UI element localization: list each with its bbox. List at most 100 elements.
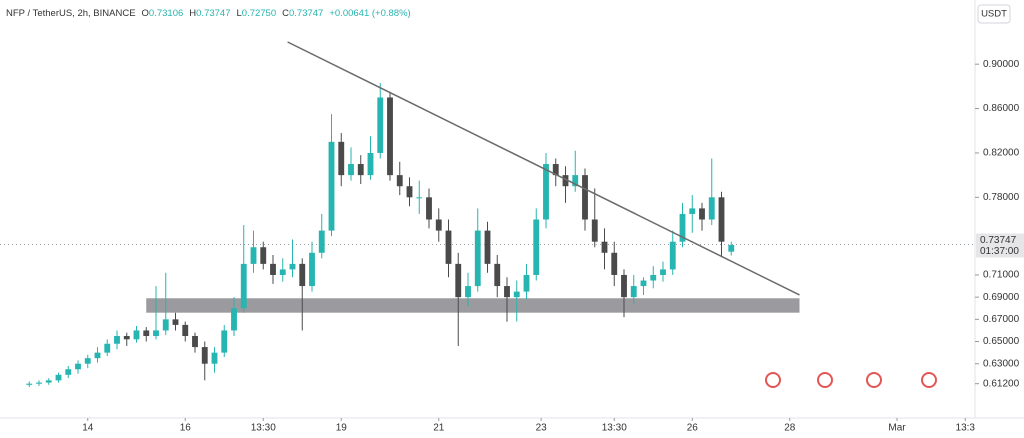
candle [250,230,257,273]
candle [309,241,315,292]
legend-item: C [282,8,289,19]
candle [289,239,296,278]
candle [630,274,637,304]
candle-body [123,335,130,340]
currency-label[interactable]: USDT [981,9,1007,20]
currency-button[interactable]: USDT [977,4,1011,24]
candle-body [270,263,276,275]
x-tick-label: 21 [433,423,445,434]
candle [348,147,354,181]
candle-body [582,175,588,220]
candle-body [55,374,62,381]
candle [367,136,374,180]
candle-body [708,197,715,220]
candle-body [591,219,598,242]
candle [162,272,169,335]
candle [562,166,569,203]
candle [689,195,696,233]
candle-body [328,141,335,231]
candle [533,208,540,281]
candle [426,188,432,229]
candle [435,208,442,242]
candle-body [552,164,559,176]
candle-body [601,241,608,253]
event-flag[interactable] [765,372,781,388]
candle-body [172,319,179,325]
candle-body [689,208,696,214]
candle-body [630,286,637,298]
candle [299,258,306,331]
candle-body [299,263,306,287]
x-tick-label: 13:3 [956,423,976,434]
candle [699,202,705,231]
candle [611,241,618,287]
candle [465,272,471,307]
y-tick-label: 0.67000 [983,314,1020,325]
candle [240,225,247,313]
candle-body [669,241,676,270]
countdown-label: 01:37:00 [980,246,1019,257]
currency-box[interactable] [977,4,1011,24]
y-tick-label: 0.65000 [983,336,1020,347]
candle [679,202,686,248]
candle-body [387,97,393,176]
y-tick-label: 0.63000 [983,358,1020,369]
y-tick-label: 0.90000 [983,59,1020,70]
candle [621,269,627,318]
y-tick-label: 0.71000 [983,270,1020,281]
candle [591,188,598,248]
candle-body [104,343,111,353]
candle-body [201,347,208,364]
candle [445,219,452,278]
legend-item: 0.72750 [242,8,276,19]
candle [552,158,559,187]
candle [377,83,384,159]
candle-body [367,152,374,176]
candle-body [621,274,627,298]
legend-item: O [142,8,149,19]
candle-body [728,245,735,252]
x-tick-label: Mar [888,423,906,434]
event-flag[interactable] [866,372,882,388]
candle [133,326,140,343]
price-label: 0.73747 [980,235,1017,246]
x-tick-label: 28 [784,423,796,434]
candle-body [484,230,491,264]
candle-body [75,363,81,370]
candle [211,347,218,373]
candle [396,161,403,196]
candle-body [65,369,72,375]
candle [26,381,33,388]
candle [318,213,325,259]
candle-body [114,335,120,344]
candle-body [572,175,579,187]
candle [718,191,725,258]
price-label-box [976,233,1024,258]
candle-body [513,291,520,298]
candle [708,158,715,226]
candle-body [465,286,471,298]
candle-body [143,330,150,336]
candle-body [533,219,540,275]
candle-body [45,380,52,383]
candle-body [84,358,91,364]
candle [153,286,159,340]
candle [660,261,666,282]
x-tick-label: 23 [536,423,548,434]
candle-body [162,319,169,331]
symbol-legend: NFP / TetherUS, 2h, BINANCE O0.73106 H0.73… [6,8,411,19]
candle [270,255,276,284]
candle [192,332,198,353]
candle [279,258,286,282]
candle-body [94,352,101,359]
y-tick-label: 0.69000 [983,292,1020,303]
candle-body [26,383,33,385]
candle [201,341,208,381]
candle [172,312,179,331]
event-flag[interactable] [921,372,937,388]
candle [484,221,491,273]
event-flag[interactable] [817,372,833,388]
candle [260,241,267,270]
candle-body [153,330,159,336]
